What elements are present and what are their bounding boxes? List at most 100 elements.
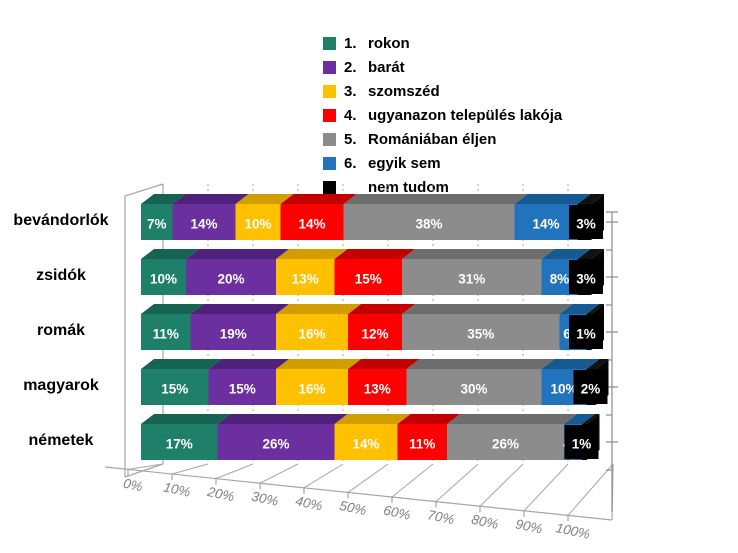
legend-item: 5. Romániában éljen xyxy=(323,127,562,151)
bar-top-face xyxy=(280,194,357,204)
bar-segment xyxy=(141,204,173,240)
value-label: 14% xyxy=(352,437,379,452)
bar-top-face xyxy=(172,194,249,204)
value-label: 15% xyxy=(355,272,382,287)
bar-top-face xyxy=(141,359,222,369)
floor-gridline xyxy=(347,463,389,493)
value-label: 20% xyxy=(217,272,244,287)
legend-marker xyxy=(323,60,336,74)
x-axis-label: 40% xyxy=(294,493,324,513)
category-label: magyarok xyxy=(23,377,99,394)
value-label: 1% xyxy=(576,327,596,342)
value-label: 17% xyxy=(166,437,193,452)
bar-top-face xyxy=(577,249,604,259)
bar-top-face xyxy=(541,249,591,259)
legend-label: nem tudom xyxy=(368,178,449,196)
legend-marker xyxy=(323,132,336,146)
bar-top-face xyxy=(186,249,289,259)
bar-top-face xyxy=(141,249,199,259)
x-axis-label: 50% xyxy=(338,498,368,518)
legend-label: szomszéd xyxy=(368,82,440,100)
bar-segment xyxy=(406,369,542,405)
category-label: zsidók xyxy=(36,267,86,284)
bar-top-face xyxy=(514,194,591,204)
floor-front-edge xyxy=(104,466,613,521)
bar-segment xyxy=(514,204,578,240)
legend-label: ugyanazon település lakója xyxy=(368,106,563,124)
bar-top-face xyxy=(541,359,600,369)
value-label: 10% xyxy=(150,272,177,287)
value-label: 14% xyxy=(190,217,217,232)
value-label: 35% xyxy=(467,327,494,342)
legend-marker xyxy=(323,84,336,98)
value-label: 26% xyxy=(262,437,289,452)
legend-number: 2. xyxy=(344,58,357,76)
legend-item: 4. ugyanazon település lakója xyxy=(323,103,562,127)
value-label: 38% xyxy=(415,217,442,232)
bar-segment xyxy=(402,314,560,350)
floor-gridline xyxy=(479,463,524,507)
bar-top-face xyxy=(406,359,555,369)
legend-label: Romániában éljen xyxy=(368,130,497,148)
wall-edge xyxy=(124,183,164,197)
nem-tudom-label-box xyxy=(564,425,599,459)
legend-item: 3. szomszéd xyxy=(323,79,562,103)
bar-segment xyxy=(276,369,348,405)
value-label: 31% xyxy=(458,272,485,287)
value-label: 8% xyxy=(550,272,570,287)
value-label: 10% xyxy=(550,382,577,397)
bar-top-face xyxy=(276,304,361,314)
bar-top-face xyxy=(141,194,186,204)
value-label: 14% xyxy=(298,217,325,232)
x-axis-label: 70% xyxy=(426,507,456,527)
bar-segment xyxy=(172,204,236,240)
x-axis-label: 0% xyxy=(122,476,144,495)
bar-top-face xyxy=(276,359,361,369)
value-label: 15% xyxy=(161,382,188,397)
value-label: 30% xyxy=(460,382,487,397)
bar-segment xyxy=(447,424,564,460)
legend-item: 1. rokon xyxy=(323,31,562,55)
bar-top-face xyxy=(559,304,600,314)
floor-gridline xyxy=(435,463,479,502)
bar-top-face xyxy=(217,414,348,424)
x-axis-label: 100% xyxy=(554,520,591,542)
value-label: 13% xyxy=(364,382,391,397)
value-label: 10% xyxy=(244,217,271,232)
floor-gridline xyxy=(127,463,164,470)
value-label: 3% xyxy=(576,272,596,287)
floor-gridline xyxy=(567,463,614,516)
bar-top-face xyxy=(586,359,609,369)
legend-item: 2. barát xyxy=(323,55,562,79)
bar-top-face xyxy=(276,249,348,259)
value-label: 1% xyxy=(572,437,592,452)
bar-top-face xyxy=(577,194,604,204)
bar-top-face xyxy=(141,414,231,424)
bar-segment xyxy=(141,259,186,295)
floor-gridline xyxy=(523,463,569,512)
bar-segment xyxy=(141,424,218,460)
bar-segment xyxy=(334,424,398,460)
bar-segment xyxy=(348,369,407,405)
nem-tudom-label-box xyxy=(569,260,603,294)
bar-top-face xyxy=(190,304,289,314)
legend-item: nem tudom xyxy=(323,175,562,199)
x-axis-label: 80% xyxy=(470,512,500,532)
value-label: 12% xyxy=(361,327,388,342)
floor-gridline xyxy=(215,463,254,480)
legend-marker xyxy=(323,156,336,170)
value-label: 26% xyxy=(492,437,519,452)
bar-segment xyxy=(402,259,542,295)
floor-gridline xyxy=(303,463,344,489)
value-label: 3% xyxy=(576,217,596,232)
bar-segment xyxy=(334,259,402,295)
bar-segment xyxy=(348,314,402,350)
bar-segment xyxy=(397,424,447,460)
x-axis-label: 90% xyxy=(514,516,544,536)
x-axis-label: 60% xyxy=(382,502,412,522)
category-label: bevándorlók xyxy=(13,212,109,229)
floor-gridline xyxy=(259,463,299,484)
legend-number: 3. xyxy=(344,82,357,100)
